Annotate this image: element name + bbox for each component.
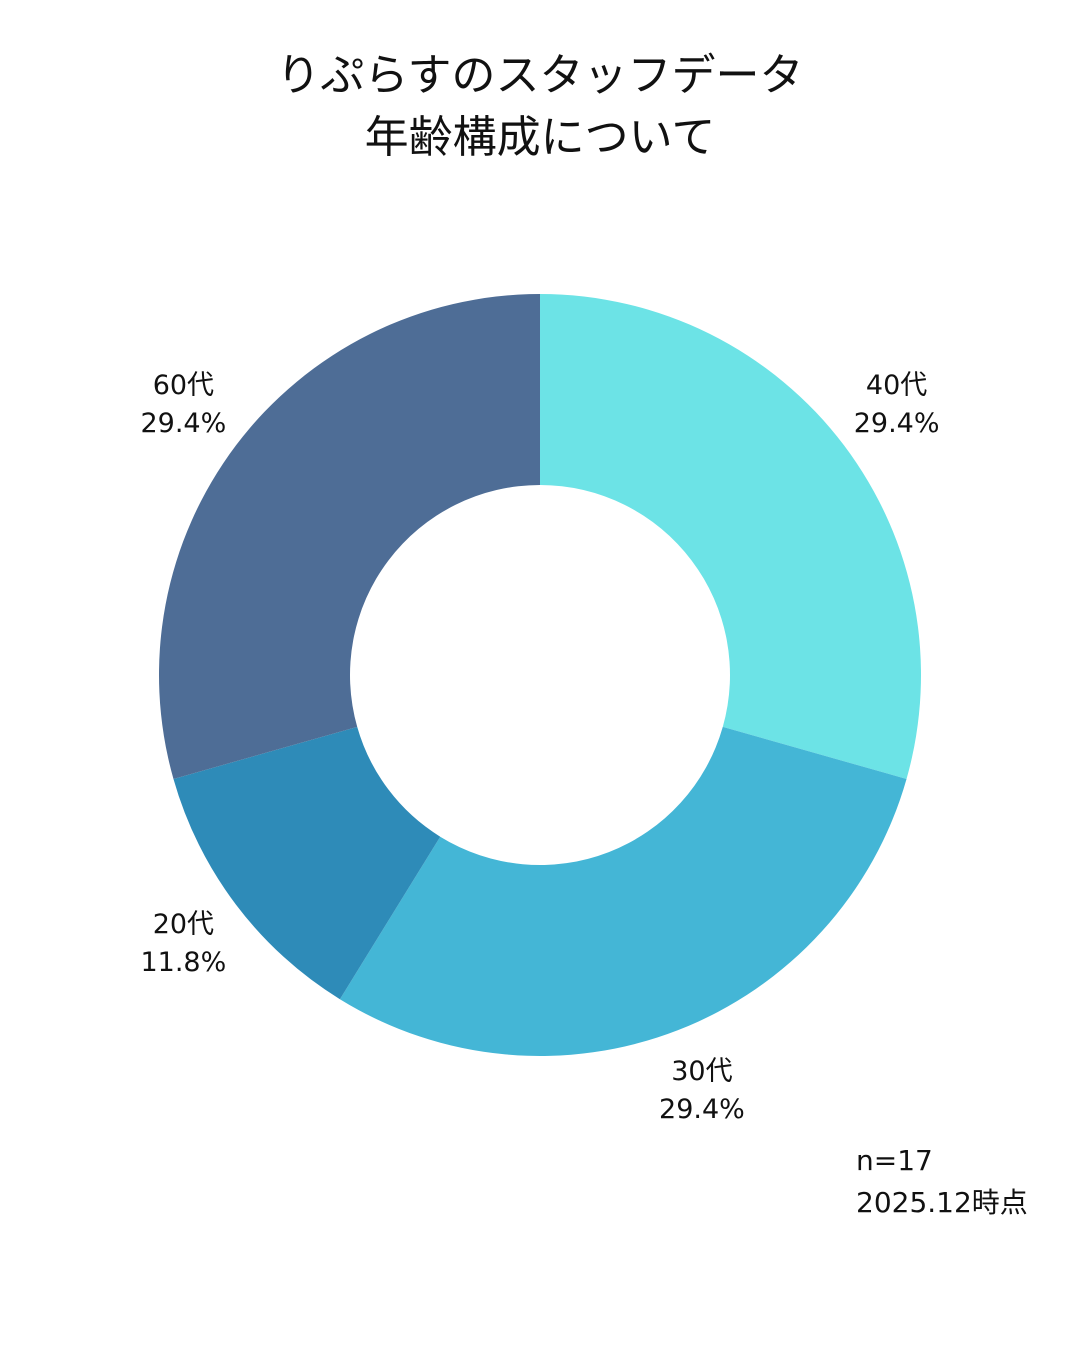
donut-segment [540, 294, 922, 779]
annotation: 2025.12時点 [856, 1186, 1028, 1219]
segment-label: 60代 [153, 370, 214, 401]
value-label: 29.4% [140, 408, 226, 439]
chart-title: りぷらすのスタッフデータ [276, 50, 803, 101]
value-label: 29.4% [854, 408, 940, 439]
donut-segment [173, 726, 441, 1000]
donut-segment [158, 294, 540, 779]
value-label: 11.8% [140, 947, 226, 978]
chart-title: 年齢構成について [365, 112, 716, 163]
segment-label: 30代 [671, 1056, 732, 1087]
annotation: n=17 [856, 1144, 933, 1177]
segment-label: 40代 [866, 370, 927, 401]
donut-segment [339, 726, 907, 1056]
value-label: 29.4% [659, 1094, 745, 1125]
segment-label: 20代 [153, 909, 214, 940]
